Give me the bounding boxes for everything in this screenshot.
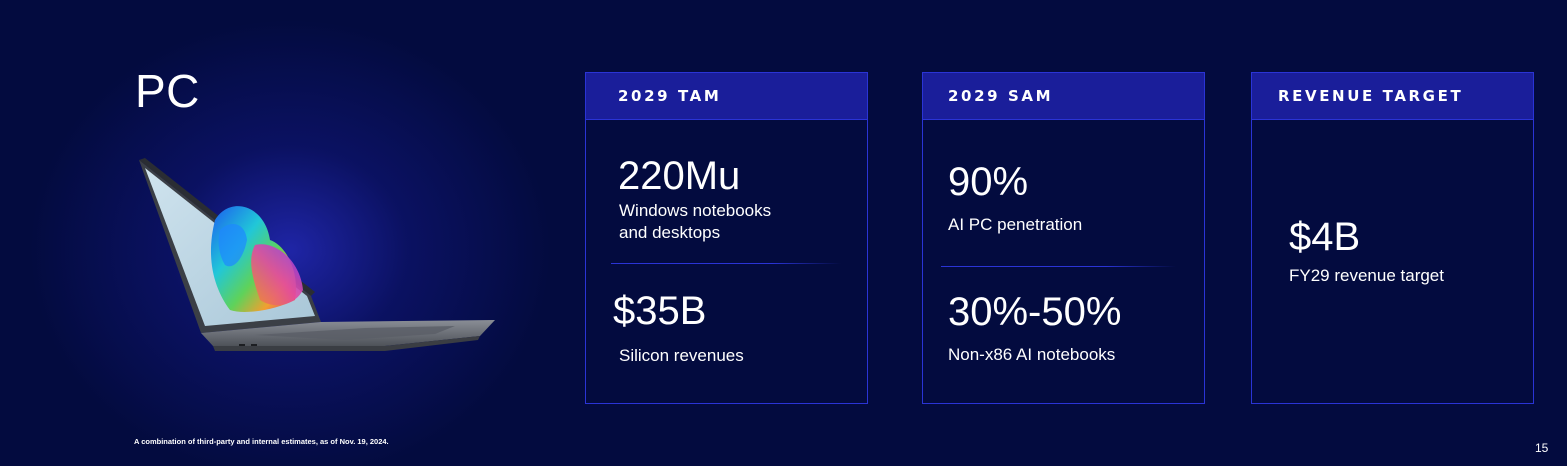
card-title: 2029 TAM xyxy=(618,87,722,105)
card-title: 2029 SAM xyxy=(948,87,1054,105)
card-header: 2029 SAM xyxy=(923,73,1204,120)
card-body: $4B FY29 revenue target xyxy=(1252,120,1533,404)
metric-label: FY29 revenue target xyxy=(1289,266,1444,285)
metric-label: Silicon revenues xyxy=(619,346,744,365)
divider xyxy=(941,266,1176,267)
card-header: 2029 TAM xyxy=(586,73,867,120)
card-2029-tam: 2029 TAM 220Mu Windows notebooks and des… xyxy=(585,72,868,404)
metric-label: Non-x86 AI notebooks xyxy=(948,345,1116,364)
divider xyxy=(611,263,841,264)
metric-label: AI PC penetration xyxy=(948,215,1083,234)
footnote: A combination of third-party and interna… xyxy=(134,437,389,446)
card-title: REVENUE TARGET xyxy=(1278,87,1464,105)
page-title: PC xyxy=(135,65,200,117)
metric-value: 30%-50% xyxy=(948,290,1122,334)
card-body: 90% AI PC penetration 30%-50% Non-x86 AI… xyxy=(923,120,1204,404)
card-body: 220Mu Windows notebooks and desktops $35… xyxy=(586,120,867,404)
metric-value: $4B xyxy=(1289,215,1361,259)
card-header: REVENUE TARGET xyxy=(1252,73,1533,120)
metric-value: 220Mu xyxy=(618,154,741,198)
laptop-image xyxy=(139,158,495,351)
metric-value: 90% xyxy=(948,160,1029,204)
card-2029-sam: 2029 SAM 90% AI PC penetration 30%-50% N… xyxy=(922,72,1205,404)
page-number: 15 xyxy=(1535,441,1549,455)
metric-value: $35B xyxy=(613,289,707,333)
card-revenue-target: REVENUE TARGET $4B FY29 revenue target xyxy=(1251,72,1534,404)
metric-label: Windows notebooks and desktops xyxy=(619,201,772,242)
